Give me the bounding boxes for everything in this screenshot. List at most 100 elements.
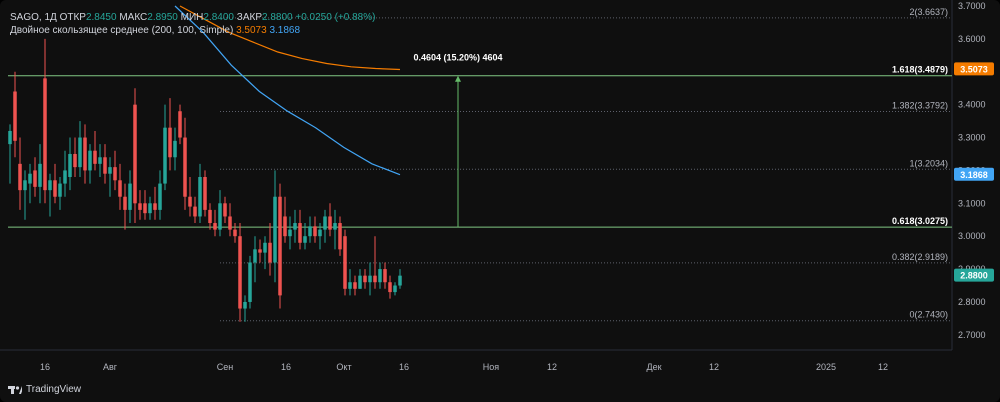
candle-body[interactable] <box>73 153 77 168</box>
candle-body[interactable] <box>173 140 177 158</box>
candle-body[interactable] <box>268 242 272 263</box>
candle-body[interactable] <box>183 137 187 197</box>
candle-body[interactable] <box>238 236 242 309</box>
tradingview-logo[interactable]: TradingView <box>8 384 81 395</box>
candle-body[interactable] <box>108 167 112 174</box>
candle-body[interactable] <box>133 104 137 204</box>
candle-body[interactable] <box>93 150 97 164</box>
candle-body[interactable] <box>53 180 57 197</box>
legend-close-label: ЗАКР <box>236 12 262 23</box>
candle-body[interactable] <box>78 137 82 168</box>
candle-body[interactable] <box>8 130 12 145</box>
candle-body[interactable] <box>353 282 357 289</box>
candle-body[interactable] <box>253 249 257 263</box>
candle-body[interactable] <box>343 236 347 289</box>
candle-body[interactable] <box>223 203 227 217</box>
candle-body[interactable] <box>333 223 337 230</box>
candle-body[interactable] <box>373 275 377 283</box>
x-tick-label: 12 <box>709 362 719 372</box>
candle-body[interactable] <box>168 127 172 158</box>
candle-body[interactable] <box>98 157 102 164</box>
legend-indicator[interactable]: Двойное скользящее среднее (200, 100, Si… <box>10 25 300 36</box>
candle-body[interactable] <box>188 196 192 207</box>
fib-level-label: 1(3.2034) <box>909 158 948 168</box>
y-tick-label: 3.3000 <box>958 133 986 143</box>
candle-body[interactable] <box>283 216 287 237</box>
candle-body[interactable] <box>143 203 147 214</box>
candle-body[interactable] <box>293 223 297 230</box>
candle-body[interactable] <box>153 203 157 210</box>
tradingview-logo-icon <box>8 386 22 394</box>
candle-body[interactable] <box>258 249 262 253</box>
candle-body[interactable] <box>368 275 372 283</box>
candle-body[interactable] <box>398 275 402 286</box>
y-tick-label: 3.0000 <box>958 231 986 241</box>
candle-body[interactable] <box>83 137 87 171</box>
candle-body[interactable] <box>23 180 27 191</box>
candle-body[interactable] <box>218 203 222 230</box>
candle-body[interactable] <box>103 157 107 174</box>
candle-body[interactable] <box>138 203 142 210</box>
candle-body[interactable] <box>48 180 52 191</box>
x-tick-label: Сен <box>217 362 234 372</box>
candle-body[interactable] <box>63 170 67 184</box>
candle-body[interactable] <box>323 216 327 230</box>
candle-body[interactable] <box>308 226 312 237</box>
x-tick-label: 12 <box>878 362 888 372</box>
candle-body[interactable] <box>303 236 307 243</box>
candle-body[interactable] <box>198 177 202 217</box>
candle-body[interactable] <box>148 203 152 214</box>
candle-body[interactable] <box>388 282 392 293</box>
candle-body[interactable] <box>193 206 197 217</box>
candle-body[interactable] <box>248 262 252 302</box>
candle-body[interactable] <box>38 163 42 187</box>
candle-body[interactable] <box>158 183 162 210</box>
candle-body[interactable] <box>393 285 397 293</box>
x-tick-label: 16 <box>399 362 409 372</box>
candle-body[interactable] <box>163 127 167 184</box>
candle-body[interactable] <box>378 269 382 283</box>
candle-body[interactable] <box>58 183 62 197</box>
candle-body[interactable] <box>118 180 122 197</box>
candle-body[interactable] <box>363 275 367 283</box>
candle-body[interactable] <box>178 111 182 138</box>
candle-body[interactable] <box>208 209 212 224</box>
legend-close: 2.8800 <box>262 12 293 23</box>
candle-body[interactable] <box>203 177 207 210</box>
fib-level-label: 0(2.7430) <box>909 310 948 320</box>
candle-body[interactable] <box>278 196 282 296</box>
y-tick-label: 2.8000 <box>958 297 986 307</box>
price-tag <box>954 167 994 181</box>
candle-body[interactable] <box>338 223 342 250</box>
candle-body[interactable] <box>263 242 267 253</box>
candle-body[interactable] <box>318 229 322 237</box>
candle-body[interactable] <box>328 216 332 230</box>
candle-body[interactable] <box>13 91 17 141</box>
candle-body[interactable] <box>358 275 362 289</box>
candle-body[interactable] <box>213 223 217 230</box>
x-tick-label: Авг <box>103 362 118 372</box>
candle-body[interactable] <box>18 163 22 191</box>
x-tick-label: 12 <box>547 362 557 372</box>
candle-body[interactable] <box>348 282 352 289</box>
candle-body[interactable] <box>128 183 132 210</box>
candle-body[interactable] <box>288 229 292 237</box>
candle-body[interactable] <box>313 226 317 237</box>
candle-body[interactable] <box>243 301 247 309</box>
candle-body[interactable] <box>88 150 92 171</box>
candle-body[interactable] <box>123 196 127 210</box>
legend-open-label: ОТКР <box>59 12 86 23</box>
candle-body[interactable] <box>298 223 302 243</box>
candle-body[interactable] <box>228 216 232 230</box>
candle-body[interactable] <box>113 167 117 181</box>
candle-body[interactable] <box>273 196 277 263</box>
candle-body[interactable] <box>68 153 72 177</box>
candle-body[interactable] <box>28 173 32 184</box>
candle-body[interactable] <box>43 78 47 191</box>
candle-body[interactable] <box>33 170 37 187</box>
y-tick-label: 3.1000 <box>958 198 986 208</box>
candle-body[interactable] <box>233 229 237 237</box>
candle-body[interactable] <box>383 269 387 283</box>
